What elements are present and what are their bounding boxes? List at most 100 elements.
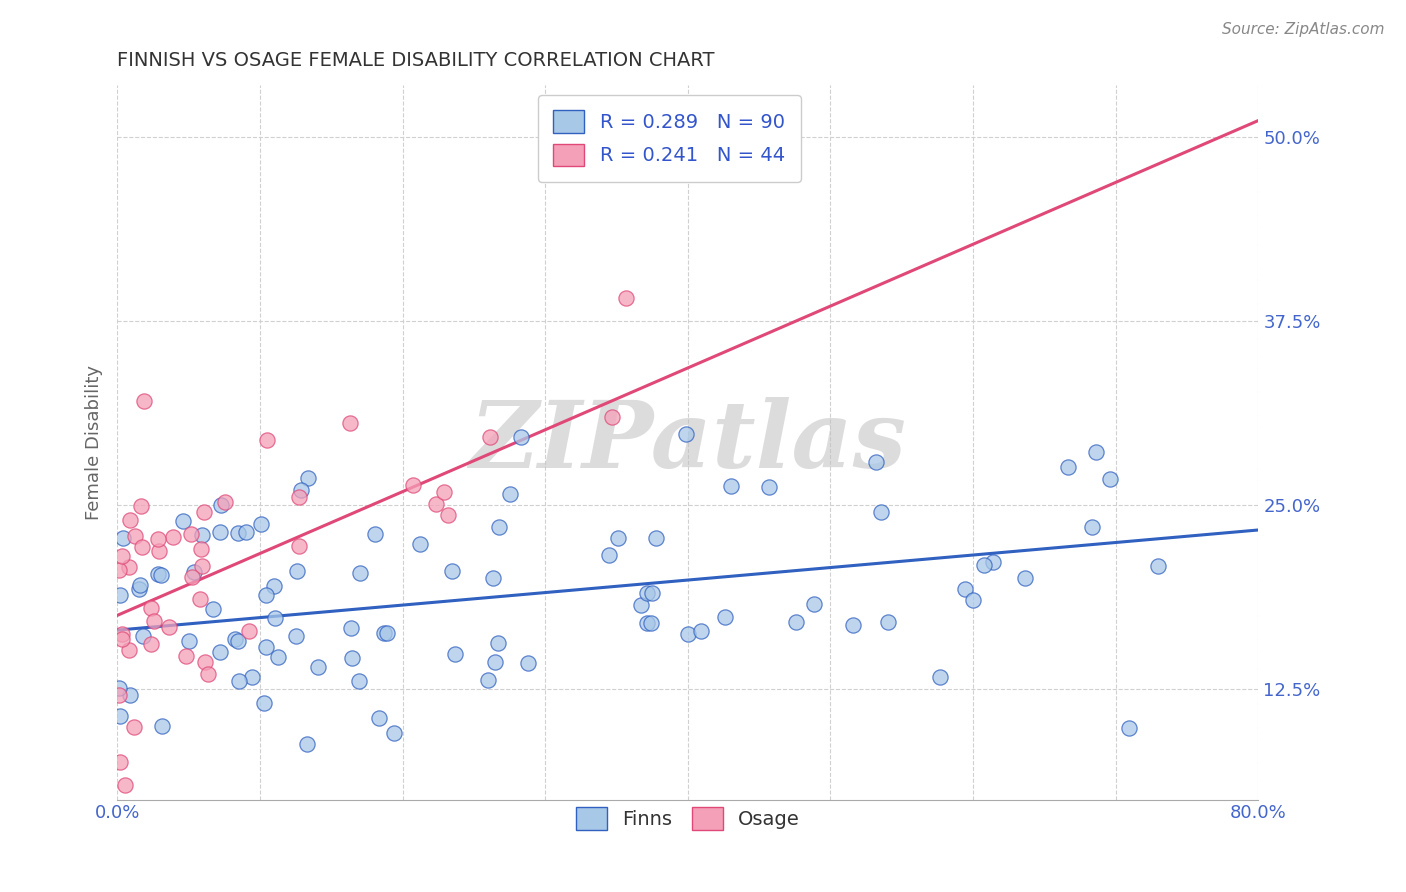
Point (128, 582, 150, 596)
Point (129, 500, 152, 514)
Point (363, 526, 385, 541)
Point (226, 634, 249, 648)
Point (288, 490, 311, 504)
Point (598, 548, 620, 562)
Point (484, 655, 506, 669)
Point (437, 508, 460, 522)
Point (382, 726, 405, 740)
Point (1081, 520, 1104, 534)
Point (107, 681, 129, 696)
Point (285, 564, 308, 578)
Point (149, 568, 172, 582)
Point (758, 480, 780, 494)
Point (256, 588, 278, 602)
Point (141, 637, 163, 651)
Point (190, 541, 212, 556)
Point (253, 696, 276, 710)
Point (124, 720, 146, 734)
Point (209, 524, 232, 539)
Point (340, 650, 363, 665)
Point (307, 660, 329, 674)
Point (290, 483, 312, 497)
Point (443, 647, 465, 661)
Point (194, 655, 217, 669)
Point (111, 627, 134, 641)
Point (118, 512, 141, 526)
Point (440, 564, 463, 578)
Point (714, 610, 737, 624)
Point (180, 569, 202, 583)
Point (162, 529, 184, 543)
Point (478, 430, 501, 444)
Point (107, 562, 129, 576)
Point (208, 645, 231, 659)
Y-axis label: Female Disability: Female Disability (86, 365, 103, 520)
Point (409, 537, 432, 551)
Point (112, 531, 135, 545)
Point (143, 614, 166, 628)
Point (433, 484, 456, 499)
Point (118, 643, 141, 657)
Point (180, 526, 202, 541)
Point (114, 778, 136, 792)
Point (1014, 571, 1036, 585)
Point (263, 578, 285, 592)
Point (614, 291, 637, 305)
Point (877, 615, 900, 630)
Point (297, 470, 319, 484)
Point (148, 544, 170, 558)
Point (785, 615, 807, 629)
Point (191, 528, 214, 542)
Point (488, 520, 510, 534)
Point (486, 636, 509, 650)
Point (111, 549, 134, 563)
Point (118, 688, 141, 702)
Point (865, 455, 887, 469)
Point (928, 669, 950, 683)
Point (250, 517, 273, 532)
Point (132, 393, 155, 408)
Point (226, 526, 249, 541)
Point (870, 505, 893, 519)
Point (368, 711, 391, 725)
Point (146, 566, 169, 581)
Point (214, 495, 236, 509)
Point (510, 430, 533, 444)
Point (482, 571, 505, 585)
Point (981, 555, 1004, 569)
Point (240, 669, 263, 683)
Point (267, 649, 290, 664)
Point (607, 531, 630, 545)
Point (132, 629, 155, 643)
Point (201, 601, 224, 615)
Point (1056, 460, 1078, 475)
Point (264, 610, 287, 624)
Point (803, 597, 825, 611)
Point (150, 719, 173, 733)
Point (288, 539, 311, 553)
Point (339, 416, 361, 430)
Point (256, 434, 278, 448)
Point (477, 673, 499, 688)
Point (516, 656, 538, 670)
Point (183, 565, 205, 579)
Point (107, 688, 129, 702)
Point (425, 497, 447, 511)
Text: ZIPatlas: ZIPatlas (470, 397, 907, 487)
Point (1085, 445, 1108, 459)
Point (124, 529, 146, 543)
Point (224, 632, 246, 646)
Point (645, 531, 668, 545)
Point (375, 625, 398, 640)
Point (131, 540, 153, 554)
Point (146, 532, 169, 546)
Point (295, 737, 318, 751)
Point (1147, 559, 1170, 574)
Point (955, 582, 977, 596)
Point (197, 667, 219, 681)
Text: Source: ZipAtlas.com: Source: ZipAtlas.com (1222, 22, 1385, 37)
Point (190, 558, 212, 573)
Point (640, 616, 662, 631)
Point (139, 601, 162, 615)
Point (108, 755, 131, 769)
